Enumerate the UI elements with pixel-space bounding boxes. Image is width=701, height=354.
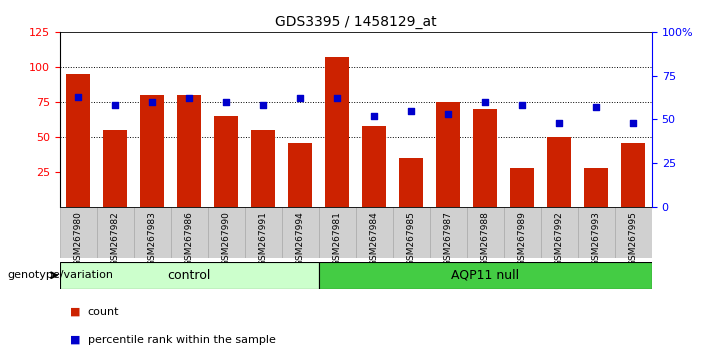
Point	[369, 113, 380, 119]
Point	[109, 103, 121, 108]
Bar	[97, 207, 134, 258]
Bar	[214, 116, 238, 207]
Bar	[430, 207, 467, 258]
Bar	[393, 207, 430, 258]
Point	[294, 96, 306, 101]
Title: GDS3395 / 1458129_at: GDS3395 / 1458129_at	[275, 16, 437, 29]
Point	[479, 99, 491, 105]
Point	[443, 112, 454, 117]
Text: GSM267995: GSM267995	[629, 211, 638, 266]
Text: GSM267982: GSM267982	[111, 211, 120, 266]
Bar	[355, 207, 393, 258]
Text: GSM267990: GSM267990	[222, 211, 231, 266]
Text: GSM267980: GSM267980	[74, 211, 83, 266]
Point	[332, 96, 343, 101]
Bar	[615, 207, 652, 258]
Bar	[60, 262, 319, 289]
Text: GSM267992: GSM267992	[555, 211, 564, 266]
Text: GSM267983: GSM267983	[148, 211, 156, 266]
Bar	[510, 168, 534, 207]
Text: control: control	[168, 269, 211, 282]
Bar	[245, 207, 282, 258]
Bar	[140, 95, 164, 207]
Text: GSM267993: GSM267993	[592, 211, 601, 266]
Text: percentile rank within the sample: percentile rank within the sample	[88, 335, 275, 345]
Text: GSM267986: GSM267986	[184, 211, 193, 266]
Bar	[504, 207, 541, 258]
Text: GSM267991: GSM267991	[259, 211, 268, 266]
Point	[517, 103, 528, 108]
Bar	[547, 137, 571, 207]
Bar	[207, 207, 245, 258]
Bar	[473, 109, 498, 207]
Bar	[541, 207, 578, 258]
Bar	[436, 102, 461, 207]
Bar	[585, 168, 608, 207]
Bar	[66, 74, 90, 207]
Bar	[467, 207, 504, 258]
Point	[184, 96, 195, 101]
Bar	[134, 207, 170, 258]
Text: AQP11 null: AQP11 null	[451, 269, 519, 282]
Text: GSM267985: GSM267985	[407, 211, 416, 266]
Text: GSM267981: GSM267981	[333, 211, 342, 266]
Bar	[319, 207, 355, 258]
Text: ■: ■	[70, 335, 81, 345]
Point	[591, 104, 602, 110]
Text: GSM267988: GSM267988	[481, 211, 490, 266]
Bar	[251, 130, 275, 207]
Bar	[103, 130, 127, 207]
Bar	[362, 126, 386, 207]
Bar	[621, 143, 646, 207]
Point	[406, 108, 417, 114]
Point	[221, 99, 232, 105]
Bar	[177, 95, 201, 207]
Bar	[60, 207, 97, 258]
Point	[72, 94, 83, 99]
Text: genotype/variation: genotype/variation	[7, 270, 113, 280]
Point	[554, 120, 565, 126]
Text: GSM267987: GSM267987	[444, 211, 453, 266]
Point	[628, 120, 639, 126]
Bar	[325, 57, 349, 207]
Bar	[170, 207, 207, 258]
Bar	[319, 262, 652, 289]
Point	[257, 103, 268, 108]
Text: GSM267994: GSM267994	[296, 211, 305, 266]
Text: GSM267984: GSM267984	[369, 211, 379, 266]
Bar	[288, 143, 312, 207]
Text: count: count	[88, 307, 119, 316]
Point	[147, 99, 158, 105]
Bar	[400, 158, 423, 207]
Bar	[578, 207, 615, 258]
Text: GSM267989: GSM267989	[518, 211, 527, 266]
Text: ■: ■	[70, 307, 81, 316]
Bar	[282, 207, 319, 258]
